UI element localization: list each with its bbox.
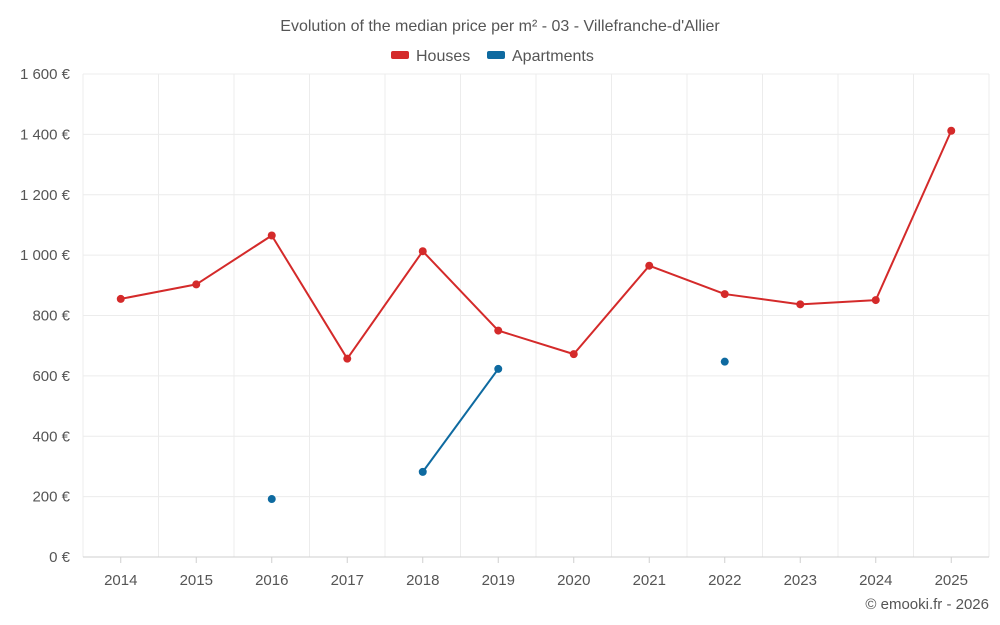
y-tick-label: 0 € [49, 549, 71, 566]
data-point-houses-2020[interactable] [569, 350, 578, 359]
legend-item-houses[interactable]: Houses [391, 48, 470, 65]
data-point-apartments-2016[interactable] [267, 495, 276, 504]
series-line-apartments [421, 368, 500, 473]
x-tick-label: 2015 [180, 572, 213, 589]
y-tick-label: 400 € [32, 428, 70, 445]
data-point-houses-2025[interactable] [947, 126, 956, 135]
y-tick-label: 800 € [32, 308, 70, 325]
data-point-houses-2015[interactable] [192, 280, 201, 289]
x-tick-label: 2020 [557, 572, 590, 589]
data-point-houses-2014[interactable] [116, 294, 125, 303]
y-tick-label: 1 400 € [20, 126, 71, 143]
legend-swatch-houses [391, 51, 409, 59]
legend-item-apartments[interactable]: Apartments [487, 48, 594, 65]
grid [82, 73, 990, 558]
x-tick-label: 2025 [935, 572, 968, 589]
legend-label-houses: Houses [416, 48, 470, 65]
data-point-houses-2017[interactable] [343, 354, 352, 363]
data-point-apartments-2019[interactable] [494, 364, 503, 373]
series-apartments [267, 357, 729, 504]
x-tick-label: 2018 [406, 572, 439, 589]
y-tick-label: 1 200 € [20, 187, 71, 204]
x-tick-label: 2024 [859, 572, 892, 589]
data-point-houses-2021[interactable] [645, 261, 654, 270]
data-point-houses-2018[interactable] [418, 247, 427, 256]
x-tick-label: 2019 [482, 572, 515, 589]
y-tick-label: 1 000 € [20, 247, 71, 264]
credit-text: © emooki.fr - 2026 [865, 596, 989, 613]
data-point-apartments-2018[interactable] [418, 467, 427, 476]
legend-swatch-apartments [487, 51, 505, 59]
data-point-apartments-2022[interactable] [720, 357, 729, 366]
data-point-houses-2023[interactable] [796, 300, 805, 309]
x-tick-label: 2014 [104, 572, 137, 589]
x-tick-label: 2021 [633, 572, 666, 589]
x-tick-label: 2017 [331, 572, 364, 589]
data-point-houses-2016[interactable] [267, 231, 276, 240]
chart-title: Evolution of the median price per m² - 0… [280, 18, 720, 35]
y-tick-label: 200 € [32, 489, 70, 506]
series [116, 126, 956, 504]
x-tick-label: 2016 [255, 572, 288, 589]
legend-label-apartments: Apartments [512, 48, 594, 65]
y-tick-label: 1 600 € [20, 66, 71, 83]
x-tick-label: 2023 [784, 572, 817, 589]
data-point-houses-2024[interactable] [871, 296, 880, 305]
x-tick-label: 2022 [708, 572, 741, 589]
data-point-houses-2022[interactable] [720, 290, 729, 299]
legend: Houses Apartments [391, 48, 594, 65]
axes: 0 € 200 € 400 € 600 € 800 € 1 000 € 1 200 € 1 4… [20, 66, 989, 589]
y-tick-label: 600 € [32, 368, 70, 385]
series-houses [116, 126, 956, 363]
data-point-houses-2019[interactable] [494, 326, 503, 335]
series-line-houses [120, 130, 953, 360]
